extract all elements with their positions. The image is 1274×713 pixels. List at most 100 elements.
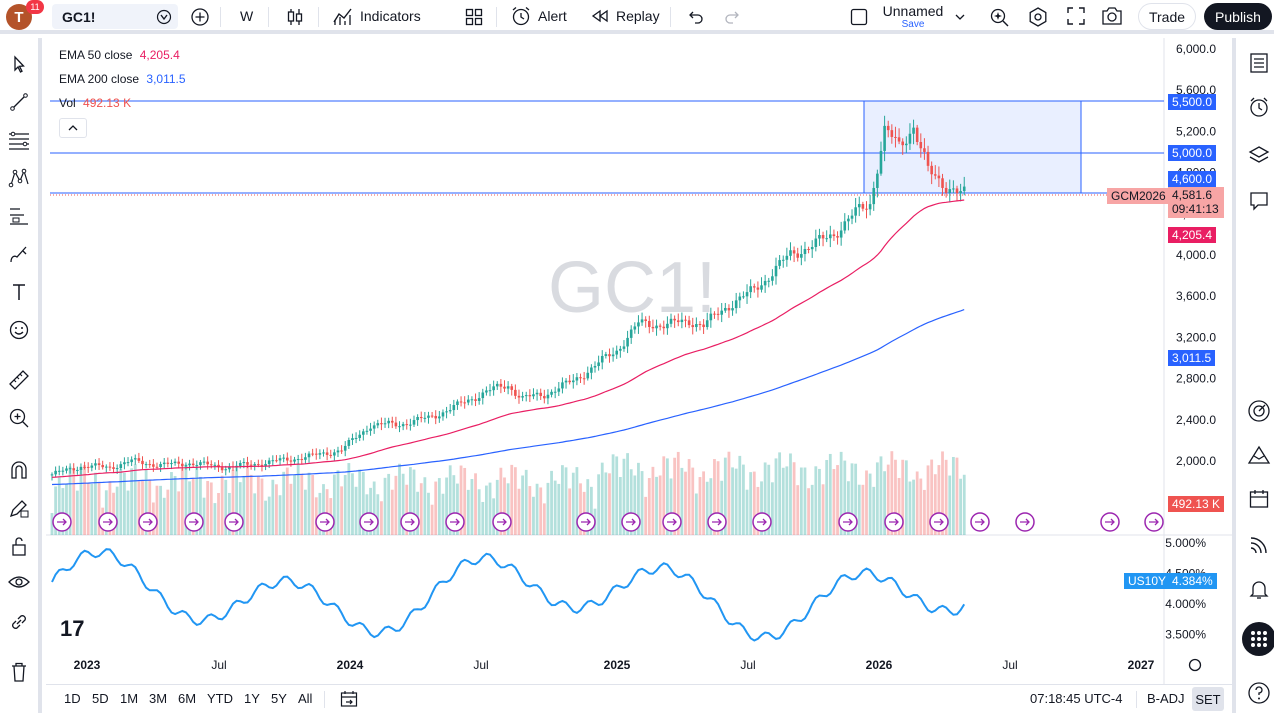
stream-icon[interactable] <box>1246 532 1272 558</box>
ideas-icon[interactable] <box>1246 398 1272 424</box>
ema200-legend[interactable]: EMA 200 close 3,011.5 <box>59 72 186 86</box>
zoom-icon[interactable] <box>7 406 31 430</box>
quick-search-icon[interactable] <box>988 6 1010 28</box>
add-symbol-icon[interactable] <box>190 7 210 27</box>
ruler-icon[interactable] <box>7 368 31 392</box>
goto-date-icon[interactable] <box>339 690 359 708</box>
watchlist-icon[interactable] <box>1246 50 1272 76</box>
range-1y[interactable]: 1Y <box>244 691 260 706</box>
ema50-price-label: 4,205.4 <box>1168 227 1217 243</box>
volume-bar <box>448 465 452 535</box>
notifications-icon[interactable] <box>1246 576 1272 602</box>
undo-icon[interactable] <box>686 8 704 26</box>
collapse-legend-button[interactable] <box>59 118 87 138</box>
clock-timezone[interactable]: 07:18:45 UTC-4 <box>1030 691 1123 706</box>
candles-icon[interactable] <box>285 7 305 27</box>
candle-body <box>126 462 130 464</box>
volume-bar <box>159 485 162 535</box>
session-button[interactable]: SET <box>1192 687 1224 711</box>
technicals-icon[interactable] <box>1246 442 1272 468</box>
volume-bar <box>293 475 296 535</box>
alert-button[interactable]: Alert <box>510 4 567 28</box>
trash-icon[interactable] <box>7 660 31 684</box>
candle-body <box>343 445 347 451</box>
layout-name-button[interactable]: Unnamed Save <box>878 3 948 31</box>
price-chart[interactable]: GC1! 6,000.05,600.05,200.04,800.04,400.0… <box>46 38 1232 684</box>
candle-body <box>615 350 619 355</box>
pattern-icon[interactable] <box>7 166 31 190</box>
volume-bar <box>166 489 170 535</box>
ema200-line[interactable] <box>51 309 965 486</box>
fib-icon[interactable] <box>7 128 31 152</box>
volume-bar <box>955 457 959 535</box>
fullscreen-icon[interactable] <box>1066 6 1086 26</box>
text-icon[interactable] <box>7 280 31 304</box>
range-5d[interactable]: 5D <box>92 691 109 706</box>
volume-bar <box>209 482 213 535</box>
volume-bar <box>300 473 304 535</box>
indicators-button[interactable]: Indicators <box>332 4 421 28</box>
candle-body <box>886 125 890 131</box>
range-5y[interactable]: 5Y <box>271 691 287 706</box>
candle-body <box>908 133 912 144</box>
ema50-legend[interactable]: EMA 50 close 4,205.4 <box>59 48 180 62</box>
range-all[interactable]: All <box>298 691 313 706</box>
brush-icon[interactable] <box>7 242 31 266</box>
alert-clock-icon <box>512 7 530 26</box>
help-icon[interactable] <box>1246 680 1272 706</box>
range-1m[interactable]: 1M <box>120 691 139 706</box>
magnet-icon[interactable] <box>7 458 31 482</box>
range-6m[interactable]: 6M <box>178 691 197 706</box>
volume-bar <box>770 482 774 535</box>
range-1d[interactable]: 1D <box>64 691 81 706</box>
avatar-letter: T <box>14 8 24 26</box>
volume-bar <box>416 491 420 535</box>
chevron-down-icon[interactable] <box>953 10 967 24</box>
redo-icon[interactable] <box>724 8 742 26</box>
cursor-icon[interactable] <box>7 52 31 76</box>
volume-bar <box>144 469 148 535</box>
trade-button[interactable]: Trade <box>1138 3 1196 30</box>
forecast-icon[interactable] <box>7 204 31 228</box>
camera-icon[interactable] <box>1101 6 1123 26</box>
calendar-icon[interactable] <box>1246 486 1272 512</box>
templates-icon[interactable] <box>464 7 484 27</box>
eye-icon[interactable] <box>7 570 31 594</box>
link-icon[interactable] <box>7 610 31 634</box>
candle-body <box>184 465 188 467</box>
back-adjust-toggle[interactable]: B-ADJ <box>1147 691 1185 706</box>
emoji-icon[interactable] <box>7 318 31 342</box>
layers-icon[interactable] <box>1246 142 1272 168</box>
candle-body <box>571 380 575 383</box>
lock-drawing-icon[interactable] <box>7 496 31 520</box>
trendline-icon[interactable] <box>7 90 31 114</box>
publish-button[interactable]: Publish <box>1204 3 1272 30</box>
chart-area[interactable]: GC1! 6,000.05,600.05,200.04,800.04,400.0… <box>46 38 1232 684</box>
candle-body <box>416 416 419 421</box>
candle-body <box>760 285 763 290</box>
ema50-line[interactable] <box>51 199 965 478</box>
replay-button[interactable]: Replay <box>590 4 660 28</box>
volume-legend[interactable]: Vol 492.13 K <box>59 96 131 110</box>
volume-bar <box>50 513 54 535</box>
volume-bar <box>883 471 886 535</box>
us10y-line[interactable] <box>51 548 966 642</box>
symbol-compare-icon[interactable] <box>156 9 172 25</box>
range-3m[interactable]: 3M <box>149 691 168 706</box>
range-ytd[interactable]: YTD <box>207 691 233 706</box>
volume-bar <box>575 467 579 535</box>
apps-icon[interactable] <box>1242 622 1274 656</box>
volume-bar <box>640 471 644 535</box>
volume-legend-name: Vol <box>59 96 76 110</box>
layout-select-icon[interactable] <box>850 8 868 26</box>
alerts-icon[interactable] <box>1246 94 1272 120</box>
symbol-search[interactable]: GC1! <box>52 4 178 29</box>
lock-icon[interactable] <box>7 534 31 558</box>
volume-bar <box>437 478 441 535</box>
settings-icon[interactable] <box>1027 6 1049 28</box>
axis-settings-icon[interactable] <box>1188 658 1202 672</box>
volume-bar <box>405 484 409 535</box>
interval-button[interactable]: W <box>240 4 253 28</box>
rectangle-drawing[interactable] <box>863 100 1082 194</box>
chat-icon[interactable] <box>1246 188 1272 214</box>
